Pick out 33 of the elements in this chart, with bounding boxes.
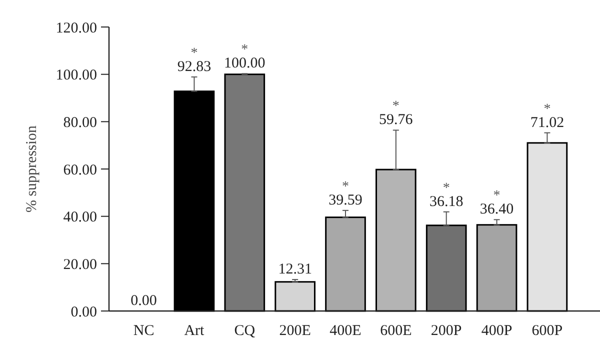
x-tick-label: NC (133, 323, 154, 339)
y-tick-label: 20.00 (63, 256, 97, 273)
y-tick-label: 120.00 (56, 20, 97, 36)
annotation: * (442, 180, 450, 196)
x-tick-label: 400E (330, 323, 362, 339)
data-label: 100.00 (224, 56, 266, 72)
annotation: * (493, 188, 500, 204)
y-tick-label: 100.00 (56, 68, 97, 84)
y-tick-label: 0.00 (70, 304, 97, 320)
annotation: * (241, 42, 248, 58)
data-label: 0.00 (130, 293, 157, 309)
annotation: * (544, 102, 551, 117)
annotation: * (392, 99, 400, 114)
data-label: 36.40 (480, 202, 514, 218)
data-label: 59.76 (379, 112, 414, 128)
x-tick-label: 600P (532, 323, 563, 339)
data-label: 71.02 (530, 114, 564, 131)
data-label: 36.18 (429, 194, 464, 210)
y-tick-label: 40.00 (63, 210, 97, 226)
y-tick-label: 60.00 (63, 162, 97, 178)
data-label: 12.31 (278, 262, 312, 278)
x-tick-label: Art (184, 323, 206, 339)
x-tick-label: CQ (234, 323, 256, 339)
x-tick-label: 200E (279, 323, 311, 339)
annotation: * (190, 46, 198, 61)
x-tick-label: 400P (481, 323, 512, 339)
annotation: * (342, 179, 349, 194)
y-axis-title: % suppression (24, 124, 40, 213)
data-label: 39.59 (328, 192, 362, 208)
data-label: 92.83 (177, 58, 212, 75)
x-tick-label: 200P (430, 323, 462, 339)
x-tick-label: 600E (380, 323, 412, 339)
y-tick-label: 80.00 (63, 114, 97, 131)
